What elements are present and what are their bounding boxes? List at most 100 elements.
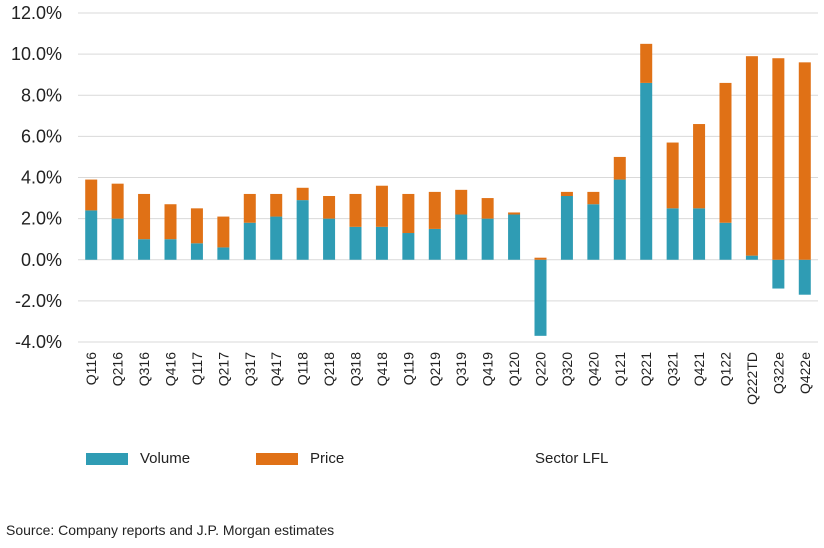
y-tick-label: 8.0%	[21, 85, 62, 105]
x-tick-label: Q418	[374, 352, 390, 386]
y-tick-label: 2.0%	[21, 209, 62, 229]
x-tick-label: Q218	[321, 352, 337, 386]
legend-label-price: Price	[310, 450, 345, 467]
bar-price-q420	[587, 191, 600, 205]
x-tick-label: Q416	[163, 352, 179, 386]
bar-price-q216	[111, 183, 124, 219]
y-tick-label: -4.0%	[15, 332, 62, 352]
bar-price-q421	[693, 124, 706, 209]
y-tick-label: 4.0%	[21, 168, 62, 188]
bar-price-q117	[190, 208, 203, 244]
x-tick-label: Q118	[295, 352, 311, 385]
legend-label-volume: Volume	[140, 450, 191, 467]
x-tick-label: Q422e	[797, 352, 813, 394]
x-tick-label: Q119	[400, 352, 416, 385]
x-tick-label: Q421	[691, 352, 707, 386]
bar-volume-q117	[190, 243, 203, 260]
y-tick-label: 12.0%	[11, 3, 62, 23]
bar-volume-q422e	[798, 259, 811, 295]
bar-volume-q322e	[772, 259, 785, 289]
x-tick-label: Q220	[533, 352, 549, 386]
y-tick-label: 6.0%	[21, 126, 62, 146]
bar-price-q416	[164, 204, 177, 240]
x-tick-label: Q319	[453, 352, 469, 386]
legend-swatch-price	[256, 452, 298, 465]
x-tick-label: Q221	[638, 352, 654, 386]
bar-volume-q419	[481, 218, 494, 260]
x-tick-label: Q419	[480, 352, 496, 386]
bar-volume-q316	[138, 239, 151, 260]
bar-price-q222td	[745, 56, 758, 256]
bar-price-q217	[217, 216, 230, 248]
legend-item-volume: Volume	[86, 450, 190, 467]
legend-item-price: Price	[256, 450, 344, 467]
x-tick-label: Q219	[427, 352, 443, 386]
bars	[85, 43, 811, 336]
x-tick-label: Q217	[215, 352, 231, 386]
bar-volume-q319	[455, 214, 468, 260]
x-axis: Q116 Q216 Q316 Q416 Q117 Q217 Q317 Q417 Q118 Q218…	[83, 352, 813, 405]
y-tick-label: -2.0%	[15, 291, 62, 311]
bar-volume-q216	[111, 218, 124, 260]
bar-price-q316	[138, 193, 151, 240]
gridlines	[78, 12, 818, 343]
bar-price-q321	[666, 142, 679, 209]
bar-price-q220	[534, 257, 547, 260]
bar-volume-q116	[85, 210, 98, 260]
bar-price-q419	[481, 198, 494, 219]
bar-price-q422e	[798, 62, 811, 260]
bar-price-q116	[85, 179, 98, 211]
x-tick-label: Q322e	[770, 352, 786, 394]
x-tick-label: Q222TD	[744, 352, 760, 405]
bar-price-q219	[428, 191, 441, 229]
x-tick-label: Q420	[585, 352, 601, 386]
bar-volume-q222td	[745, 255, 758, 260]
bar-volume-q218	[323, 218, 336, 260]
y-tick-label: 0.0%	[21, 250, 62, 270]
bar-volume-q420	[587, 204, 600, 260]
bar-volume-q421	[693, 208, 706, 260]
bar-price-q417	[270, 193, 283, 217]
x-tick-label: Q116	[83, 352, 99, 385]
bar-volume-q121	[613, 179, 626, 260]
bar-price-q418	[375, 185, 388, 227]
bar-price-q120	[508, 212, 521, 215]
bar-volume-q217	[217, 247, 230, 260]
y-axis: -4.0% -2.0% 0.0% 2.0% 4.0% 6.0% 8.0% 10.0% 12.0%	[11, 3, 62, 352]
bar-volume-q221	[640, 82, 653, 260]
bar-volume-q120	[508, 214, 521, 260]
x-tick-label: Q117	[189, 352, 205, 385]
x-tick-label: Q320	[559, 352, 575, 386]
bar-price-q319	[455, 189, 468, 215]
bar-price-q118	[296, 187, 309, 201]
x-tick-label: Q321	[665, 352, 681, 386]
bar-price-q218	[323, 196, 336, 219]
bar-price-q221	[640, 43, 653, 83]
legend-item-sector-lfl: Sector LFL	[535, 450, 609, 467]
bar-price-q320	[560, 191, 573, 197]
x-tick-label: Q316	[136, 352, 152, 386]
bar-volume-q320	[560, 196, 573, 260]
x-tick-label: Q121	[612, 352, 628, 386]
bar-price-q322e	[772, 58, 785, 260]
x-tick-label: Q317	[242, 352, 258, 386]
bar-volume-q318	[349, 226, 362, 260]
x-tick-label: Q122	[718, 352, 734, 386]
x-tick-label: Q216	[110, 352, 126, 386]
bar-price-q121	[613, 156, 626, 180]
bar-volume-q417	[270, 216, 283, 260]
bar-volume-q321	[666, 208, 679, 260]
x-tick-label: Q120	[506, 352, 522, 386]
x-tick-label: Q417	[268, 352, 284, 386]
bar-volume-q122	[719, 222, 732, 260]
source-note: Source: Company reports and J.P. Morgan …	[6, 522, 335, 538]
bar-price-q318	[349, 193, 362, 227]
bar-price-q119	[402, 193, 415, 234]
bar-volume-q219	[428, 228, 441, 260]
bar-volume-q416	[164, 239, 177, 260]
y-tick-label: 10.0%	[11, 44, 62, 64]
bar-price-q122	[719, 82, 732, 223]
bar-volume-q119	[402, 233, 415, 260]
bar-volume-q220	[534, 259, 547, 336]
